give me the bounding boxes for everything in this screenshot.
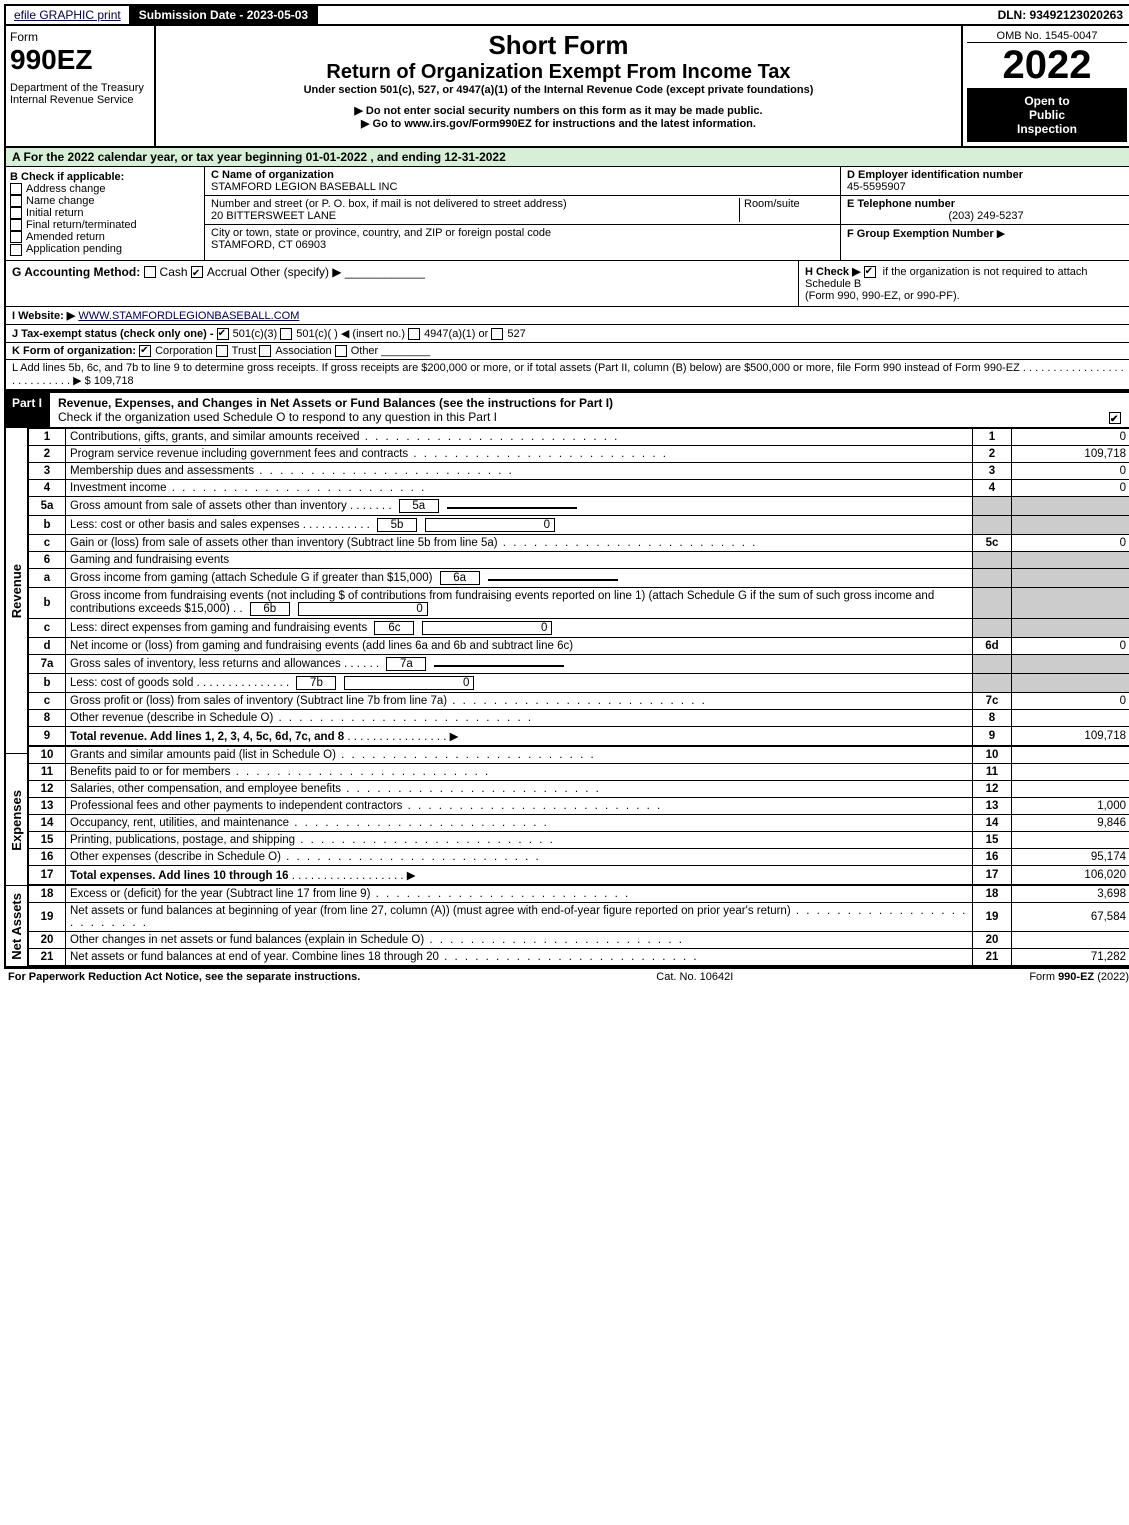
org-street: 20 BITTERSWEET LANE xyxy=(211,210,739,222)
line-7b: bLess: cost of goods sold . . . . . . . … xyxy=(29,673,1129,692)
cb-corporation[interactable] xyxy=(139,345,151,357)
tax-year: 2022 xyxy=(967,43,1127,88)
line-h-schedule-b: H Check ▶ if the organization is not req… xyxy=(798,261,1129,306)
cb-amended-return[interactable]: Amended return xyxy=(10,231,200,243)
cb-501c3[interactable] xyxy=(217,328,229,340)
line-17: 17Total expenses. Add lines 10 through 1… xyxy=(29,865,1129,885)
line-7a: 7aGross sales of inventory, less returns… xyxy=(29,654,1129,673)
cb-cash[interactable] xyxy=(144,266,156,278)
dln: DLN: 93492123020263 xyxy=(990,6,1129,24)
cb-4947[interactable] xyxy=(408,328,420,340)
org-city: STAMFORD, CT 06903 xyxy=(211,239,834,251)
line-12: 12Salaries, other compensation, and empl… xyxy=(29,780,1129,797)
line-5b: bLess: cost or other basis and sales exp… xyxy=(29,515,1129,534)
line-6: 6Gaming and fundraising events xyxy=(29,551,1129,568)
line-8: 8Other revenue (describe in Schedule O)8 xyxy=(29,709,1129,726)
section-def: D Employer identification number 45-5595… xyxy=(840,167,1129,260)
cb-schedule-b[interactable] xyxy=(864,266,876,278)
line-j-tax-exempt: J Tax-exempt status (check only one) - 5… xyxy=(6,325,1129,343)
cb-527[interactable] xyxy=(491,328,503,340)
cb-association[interactable] xyxy=(259,345,271,357)
line-6a: aGross income from gaming (attach Schedu… xyxy=(29,568,1129,587)
form-number: 990EZ xyxy=(10,44,150,76)
section-b-checkboxes: B Check if applicable: Address change Na… xyxy=(6,167,205,260)
website-link[interactable]: WWW.STAMFORDLEGIONBASEBALL.COM xyxy=(78,310,299,322)
netassets-side-label: Net Assets xyxy=(7,891,26,962)
part-i-table: 1Contributions, gifts, grants, and simil… xyxy=(28,428,1129,966)
under-section: Under section 501(c), 527, or 4947(a)(1)… xyxy=(160,84,957,96)
section-c-org-info: C Name of organization STAMFORD LEGION B… xyxy=(205,167,840,260)
line-6d: dNet income or (loss) from gaming and fu… xyxy=(29,637,1129,654)
line-g-accounting: G Accounting Method: Cash Accrual Other … xyxy=(6,261,798,306)
cb-501c[interactable] xyxy=(280,328,292,340)
org-name: STAMFORD LEGION BASEBALL INC xyxy=(211,181,834,193)
cb-application-pending[interactable]: Application pending xyxy=(10,243,200,255)
line-20: 20Other changes in net assets or fund ba… xyxy=(29,931,1129,948)
goto-link[interactable]: ▶ Go to www.irs.gov/Form990EZ for instru… xyxy=(160,117,957,130)
line-6b: bGross income from fundraising events (n… xyxy=(29,587,1129,618)
cb-accrual[interactable] xyxy=(191,266,203,278)
cb-trust[interactable] xyxy=(216,345,228,357)
line-4: 4Investment income40 xyxy=(29,479,1129,496)
room-suite-label: Room/suite xyxy=(739,198,834,222)
line-16: 16Other expenses (describe in Schedule O… xyxy=(29,848,1129,865)
group-exemption-label: F Group Exemption Number xyxy=(847,228,994,240)
telephone-value: (203) 249-5237 xyxy=(847,210,1125,222)
footer-left: For Paperwork Reduction Act Notice, see … xyxy=(8,971,360,983)
cb-other-org[interactable] xyxy=(335,345,347,357)
cb-name-change[interactable]: Name change xyxy=(10,195,200,207)
line-7c: cGross profit or (loss) from sales of in… xyxy=(29,692,1129,709)
form-header: Form 990EZ Department of the Treasury In… xyxy=(4,26,1129,148)
line-19: 19Net assets or fund balances at beginni… xyxy=(29,902,1129,931)
omb-number: OMB No. 1545-0047 xyxy=(967,30,1127,43)
line-15: 15Printing, publications, postage, and s… xyxy=(29,831,1129,848)
page-footer: For Paperwork Reduction Act Notice, see … xyxy=(4,968,1129,985)
line-3: 3Membership dues and assessments30 xyxy=(29,462,1129,479)
line-11: 11Benefits paid to or for members11 xyxy=(29,763,1129,780)
line-1: 1Contributions, gifts, grants, and simil… xyxy=(29,428,1129,445)
dept-treasury: Department of the Treasury xyxy=(10,82,150,94)
ssn-warning: ▶ Do not enter social security numbers o… xyxy=(160,104,957,117)
form-word: Form xyxy=(10,30,150,44)
line-21: 21Net assets or fund balances at end of … xyxy=(29,948,1129,965)
cb-schedule-o-part1[interactable] xyxy=(1109,412,1121,424)
line-a-tax-year: A For the 2022 calendar year, or tax yea… xyxy=(6,148,1129,167)
ein-value: 45-5595907 xyxy=(847,181,1125,193)
expenses-side-label: Expenses xyxy=(7,788,26,853)
footer-center: Cat. No. 10642I xyxy=(656,971,733,983)
line-10: 10Grants and similar amounts paid (list … xyxy=(29,746,1129,764)
revenue-side-label: Revenue xyxy=(7,562,26,620)
line-14: 14Occupancy, rent, utilities, and mainte… xyxy=(29,814,1129,831)
open-to-public: Open to Public Inspection xyxy=(967,88,1127,142)
line-6c: cLess: direct expenses from gaming and f… xyxy=(29,618,1129,637)
short-form-title: Short Form xyxy=(160,30,957,61)
submission-date: Submission Date - 2023-05-03 xyxy=(131,6,318,24)
line-18: 18Excess or (deficit) for the year (Subt… xyxy=(29,885,1129,903)
efile-link[interactable]: efile GRAPHIC print xyxy=(6,6,131,24)
gross-receipts-amount: $ 109,718 xyxy=(85,375,134,387)
line-i-website: I Website: ▶ WWW.STAMFORDLEGIONBASEBALL.… xyxy=(6,306,1129,325)
line-5a: 5aGross amount from sale of assets other… xyxy=(29,496,1129,515)
line-5c: cGain or (loss) from sale of assets othe… xyxy=(29,534,1129,551)
line-2: 2Program service revenue including gover… xyxy=(29,445,1129,462)
line-9: 9Total revenue. Add lines 1, 2, 3, 4, 5c… xyxy=(29,726,1129,746)
irs-label: Internal Revenue Service xyxy=(10,94,150,106)
line-k-form-org: K Form of organization: Corporation Trus… xyxy=(6,343,1129,360)
cb-address-change[interactable]: Address change xyxy=(10,183,200,195)
part-i-header: Part I Revenue, Expenses, and Changes in… xyxy=(4,391,1129,428)
cb-final-return[interactable]: Final return/terminated xyxy=(10,219,200,231)
top-bar: efile GRAPHIC print Submission Date - 20… xyxy=(4,4,1129,26)
line-13: 13Professional fees and other payments t… xyxy=(29,797,1129,814)
line-l-gross-receipts: L Add lines 5b, 6c, and 7b to line 9 to … xyxy=(6,360,1129,389)
cb-initial-return[interactable]: Initial return xyxy=(10,207,200,219)
return-title: Return of Organization Exempt From Incom… xyxy=(160,61,957,84)
footer-right: Form 990-EZ (2022) xyxy=(1029,971,1129,983)
